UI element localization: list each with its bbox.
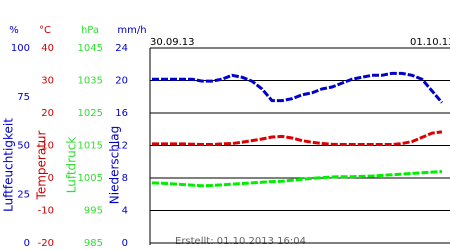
axis-unit: hPa	[81, 25, 99, 36]
y-tick-label: -20	[38, 238, 54, 249]
y-tick-label: 40	[41, 43, 54, 54]
axis-title: Temperatur	[35, 130, 49, 200]
y-tick-label: 0	[48, 173, 54, 184]
y-tick-label: 30	[41, 76, 54, 87]
plot-area	[150, 48, 450, 245]
y-tick-label: 12	[115, 141, 128, 152]
y-tick-label: 1035	[78, 76, 103, 87]
axis-title: Luftfeuchtigkeit	[2, 118, 16, 212]
x-tick-label: 01.10.13	[410, 37, 450, 48]
y-tick-label: 50	[17, 141, 30, 152]
axis-unit: °C	[39, 25, 51, 36]
y-tick-label: 4	[122, 206, 128, 217]
y-tick-label: 10	[41, 141, 54, 152]
y-tick-label: 0	[122, 238, 128, 249]
y-tick-label: 20	[41, 108, 54, 119]
y-tick-label: 100	[11, 43, 30, 54]
data-line	[152, 71, 444, 104]
y-tick-label: 1025	[78, 108, 103, 119]
y-tick-label: 1015	[78, 141, 103, 152]
y-tick-label: -10	[38, 206, 54, 217]
y-tick-label: 1045	[78, 43, 103, 54]
y-tick-label: 8	[122, 173, 128, 184]
y-tick-label: 75	[17, 92, 30, 103]
data-line	[151, 170, 443, 188]
y-tick-label: 1005	[78, 173, 103, 184]
y-tick-label: 24	[115, 43, 128, 54]
data-line	[152, 130, 443, 147]
axis-title: Niederschlag	[108, 126, 122, 204]
y-tick-label: 995	[84, 206, 103, 217]
axis-unit: mm/h	[117, 25, 146, 36]
y-tick-label: 20	[115, 76, 128, 87]
y-tick-label: 16	[115, 108, 128, 119]
y-tick-label: 0	[24, 238, 30, 249]
y-tick-label: 985	[84, 238, 103, 249]
y-tick-label: 25	[17, 189, 30, 200]
axis-title: Luftdruck	[65, 137, 79, 194]
x-tick-label: 30.09.13	[150, 37, 195, 48]
footer: Erstellt: 01.10.2013 16:04	[175, 236, 306, 247]
axis-unit: %	[9, 25, 19, 36]
